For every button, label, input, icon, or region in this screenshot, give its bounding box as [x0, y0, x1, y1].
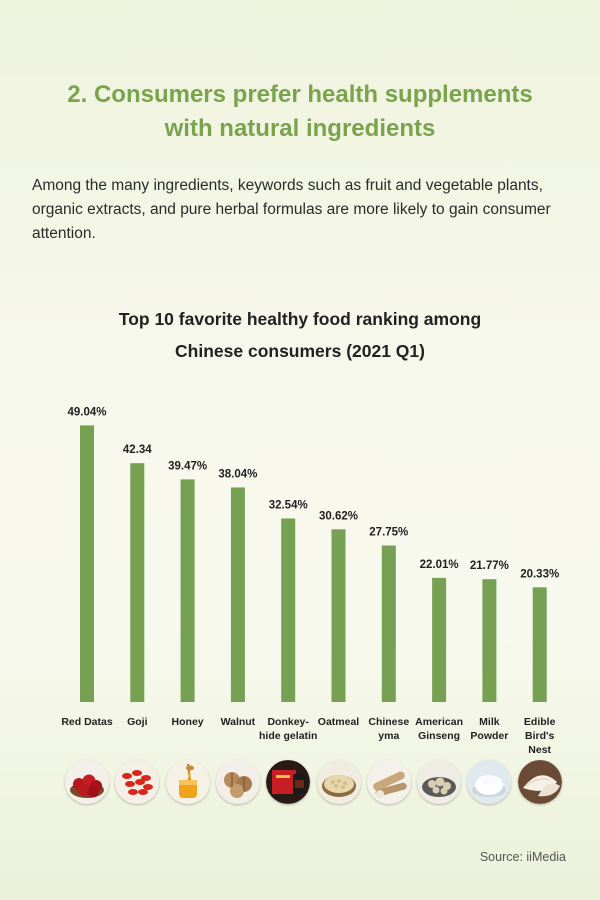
bar-4 — [281, 518, 296, 702]
bar-9 — [532, 587, 547, 702]
category-label-2-line-0: Honey — [171, 716, 204, 728]
category-label-1-line-0: Goji — [127, 716, 148, 728]
category-label-6: Chinese yma — [359, 715, 419, 743]
category-label-4-line-1: hide gelatin — [259, 730, 318, 742]
intro-paragraph: Among the many ingredients, keywords suc… — [32, 177, 551, 242]
category-label-2: Honey — [158, 715, 218, 729]
category-label-4: Donkey-hide gelatin — [258, 715, 318, 743]
data-label-0: 49.04% — [67, 406, 106, 418]
category-label-8-line-0: Milk — [479, 716, 500, 728]
data-label-2: 39.47% — [168, 460, 207, 472]
birds-nest-icon — [517, 760, 562, 804]
honey-icon — [165, 760, 210, 804]
data-label-1: 42.34 — [123, 444, 152, 456]
bar-5 — [331, 529, 346, 702]
category-label-0-line-0: Red Datas — [61, 716, 113, 728]
donkey-hide-gelatin-icon — [266, 760, 311, 804]
milk-powder-icon — [467, 760, 512, 804]
category-label-8: Milk Powder — [459, 715, 519, 743]
chinese-yam-icon — [366, 760, 411, 804]
bar-0 — [80, 425, 94, 702]
chart-title-line-1: Top 10 favorite healthy food ranking amo… — [118, 309, 482, 329]
category-label-5-line-0: Oatmeal — [317, 716, 360, 728]
category-label-9-line-1: Nest — [528, 744, 552, 756]
data-label-9: 20.33% — [520, 568, 559, 580]
chart-title: Top 10 favorite healthy food ranking amo… — [0, 303, 600, 367]
bar-7 — [432, 577, 447, 702]
source-note: Source: iiMedia — [479, 850, 566, 864]
heading-line-2: with natural ingredients — [164, 115, 436, 142]
category-label-4-line-0: Donkey- — [267, 716, 309, 728]
category-label-3-line-0: Walnut — [220, 716, 256, 728]
data-label-3: 38.04% — [218, 468, 257, 480]
category-label-8-line-1: Powder — [470, 730, 509, 742]
walnut-icon — [215, 760, 260, 804]
data-label-6: 27.75% — [369, 526, 408, 538]
bar-2 — [180, 479, 195, 702]
data-label-7: 22.01% — [420, 559, 459, 571]
data-label-5: 30.62% — [319, 510, 358, 522]
category-label-6-line-1: yma — [378, 730, 400, 742]
category-label-9: Edible Bird's Nest — [510, 715, 570, 757]
bar-1 — [130, 463, 145, 702]
category-label-6-line-0: Chinese — [368, 716, 410, 728]
chart-title-line-2: Chinese consumers (2021 Q1) — [175, 341, 425, 361]
data-label-4: 32.54% — [269, 499, 308, 511]
category-label-9-line-0: Edible Bird's — [523, 716, 556, 742]
bar-6 — [381, 545, 396, 702]
oatmeal-icon — [316, 760, 361, 804]
bar-chart: 49.04% 42.34 39.47% 38.04% 32.54% 30.62% 27.75… — [67, 406, 559, 702]
category-label-1: Goji — [107, 715, 167, 729]
heading-line-1: 2. Consumers prefer health supplements — [67, 81, 533, 108]
goji-icon — [115, 760, 160, 804]
bar-3 — [230, 487, 245, 702]
category-label-5: Oatmeal — [309, 715, 369, 729]
category-label-7: American Ginseng — [409, 715, 469, 743]
data-label-8: 21.77% — [470, 560, 509, 572]
american-ginseng-icon — [417, 760, 462, 804]
category-label-3: Walnut — [208, 715, 268, 729]
red-dates-icon — [65, 760, 109, 804]
category-label-7-line-0: American — [415, 716, 464, 728]
section-heading: 2. Consumers prefer health supplements w… — [0, 78, 600, 146]
category-label-7-line-1: Ginseng — [418, 730, 461, 742]
category-label-0: Red Datas — [57, 715, 117, 729]
bar-8 — [482, 579, 497, 702]
